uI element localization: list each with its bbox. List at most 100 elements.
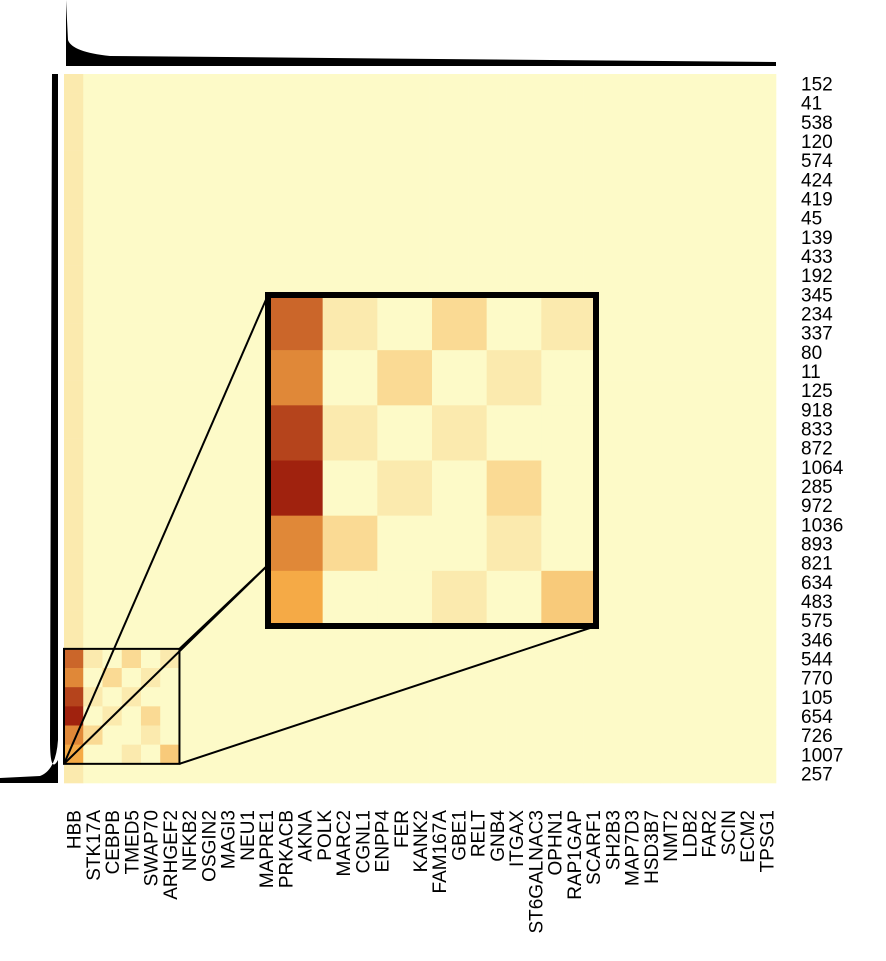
cell — [121, 188, 142, 209]
zoom-cell — [322, 515, 378, 572]
cell — [564, 188, 584, 209]
cell — [679, 687, 700, 707]
cell — [140, 74, 161, 94]
cell — [179, 763, 200, 784]
cell — [699, 572, 719, 592]
cell — [83, 476, 103, 496]
cell — [660, 610, 681, 631]
cell — [660, 303, 681, 324]
cell — [352, 188, 373, 209]
cell — [487, 93, 507, 113]
cell — [121, 265, 142, 286]
cell — [352, 763, 373, 784]
cell — [737, 284, 758, 305]
cell — [756, 744, 777, 765]
cell — [198, 74, 219, 94]
cell — [160, 706, 180, 726]
cell — [179, 514, 200, 535]
cell — [179, 706, 200, 726]
cell — [256, 744, 276, 765]
cell — [525, 246, 546, 266]
cell — [102, 93, 123, 113]
cell — [622, 323, 642, 343]
cell — [140, 668, 161, 688]
cell — [371, 208, 392, 228]
cell — [102, 380, 123, 401]
cell — [294, 131, 315, 151]
cell — [237, 495, 257, 516]
cell — [217, 208, 238, 228]
cell — [699, 227, 719, 247]
cell — [275, 227, 296, 247]
cell — [314, 74, 334, 94]
cell — [237, 303, 257, 324]
cell — [179, 361, 200, 381]
cell — [429, 188, 450, 209]
cell — [699, 323, 719, 343]
cell — [525, 725, 546, 745]
cell — [756, 457, 777, 477]
cell — [217, 342, 238, 362]
cell — [198, 763, 219, 784]
cell — [237, 169, 257, 190]
cell — [217, 687, 238, 707]
cell — [160, 610, 180, 631]
cell — [679, 744, 700, 765]
cell — [217, 495, 238, 516]
cell — [468, 112, 488, 132]
cell — [506, 265, 527, 286]
cell — [352, 93, 373, 113]
cell — [237, 284, 257, 305]
cell — [83, 150, 103, 171]
cell — [583, 763, 604, 784]
cell — [641, 763, 661, 784]
cell — [198, 591, 219, 611]
cell — [102, 668, 123, 688]
cell — [718, 457, 738, 477]
cell — [256, 112, 276, 132]
cell — [602, 687, 623, 707]
cell — [352, 208, 373, 228]
row-label: 419 — [801, 190, 833, 211]
cell — [121, 744, 142, 765]
cell — [448, 744, 469, 765]
cell — [64, 706, 84, 726]
cell — [660, 265, 681, 286]
cell — [237, 150, 257, 171]
cell — [294, 744, 315, 765]
column-label: MAGI3 — [219, 810, 240, 869]
cell — [102, 514, 123, 535]
cell — [641, 476, 661, 496]
cell — [583, 208, 604, 228]
cell — [583, 93, 604, 113]
cell — [179, 93, 200, 113]
row-label: 821 — [801, 554, 833, 575]
cell — [217, 169, 238, 190]
cell — [294, 93, 315, 113]
cell — [237, 572, 257, 592]
cell — [83, 74, 103, 94]
column-label: TPSG1 — [757, 810, 778, 872]
cell — [237, 763, 257, 784]
row-label: 105 — [801, 688, 833, 709]
cell — [352, 725, 373, 745]
cell — [198, 418, 219, 439]
cell — [160, 169, 180, 190]
cell — [198, 323, 219, 343]
cell — [660, 169, 681, 190]
cell — [314, 629, 334, 650]
column-label: STK17A — [84, 810, 105, 881]
cell — [140, 687, 161, 707]
cell — [294, 227, 315, 247]
cell — [102, 744, 123, 765]
cell — [660, 725, 681, 745]
column-label: SCIN — [719, 810, 740, 855]
cell — [237, 591, 257, 611]
cell — [410, 188, 430, 209]
cell — [371, 150, 392, 171]
column-label: HBB — [65, 810, 86, 849]
zoom-cell — [486, 295, 542, 351]
cell — [679, 648, 700, 669]
cell — [699, 763, 719, 784]
